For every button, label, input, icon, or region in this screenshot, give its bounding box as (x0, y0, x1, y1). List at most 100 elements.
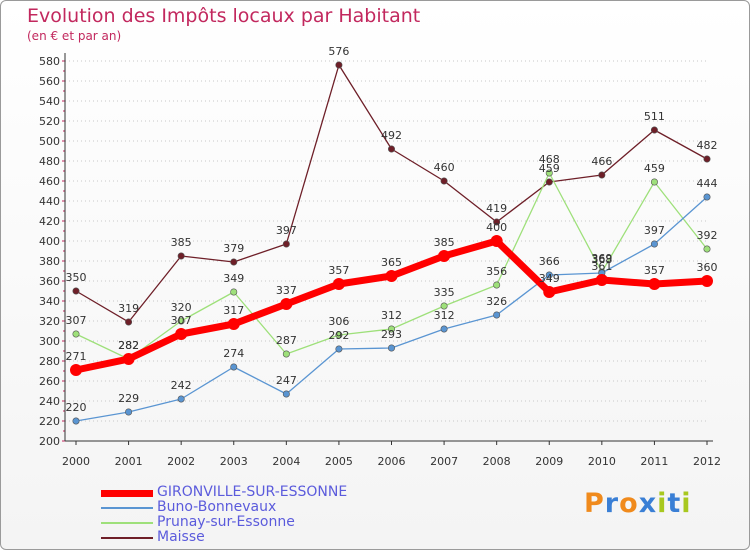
data-point (230, 258, 238, 266)
data-label: 282 (118, 339, 139, 352)
legend-label: Prunay-sur-Essonne (157, 514, 295, 530)
x-tick-label: 2001 (115, 455, 143, 468)
legend-label: Maisse (157, 529, 205, 545)
data-label: 282 (118, 339, 139, 352)
data-point (230, 288, 238, 296)
data-label: 312 (381, 309, 402, 322)
y-tick-label: 580 (39, 55, 60, 68)
data-label: 397 (644, 224, 665, 237)
y-tick-label: 340 (39, 295, 60, 308)
data-label: 242 (171, 379, 192, 392)
data-point (703, 155, 711, 163)
y-tick-label: 440 (39, 195, 60, 208)
y-tick-label: 360 (39, 275, 60, 288)
data-point (125, 408, 133, 416)
logo-letter: t (667, 488, 682, 519)
data-point (703, 193, 711, 201)
logo-letter: r (604, 488, 620, 519)
legend-swatch (101, 489, 153, 497)
data-point (650, 240, 658, 248)
data-point (438, 250, 451, 262)
grid (65, 60, 707, 422)
data-label: 361 (591, 260, 612, 273)
data-label: 357 (328, 264, 349, 277)
data-label: 360 (697, 261, 718, 274)
data-label: 444 (697, 177, 718, 190)
data-label: 392 (697, 229, 718, 242)
proxiti-logo: Proxiti (584, 488, 692, 519)
y-tick-label: 380 (39, 255, 60, 268)
y-tick-label: 300 (39, 335, 60, 348)
data-point (282, 240, 290, 248)
y-tick-label: 520 (39, 115, 60, 128)
x-tick-label: 2011 (640, 455, 668, 468)
data-label: 307 (66, 314, 87, 327)
data-label: 482 (697, 139, 718, 152)
data-label: 400 (486, 221, 507, 234)
legend-swatch (101, 522, 153, 524)
data-point (598, 171, 606, 179)
data-point (125, 318, 133, 326)
data-point (440, 177, 448, 185)
x-tick-label: 2009 (535, 455, 563, 468)
data-point (493, 281, 501, 289)
data-point (490, 235, 503, 247)
data-point (122, 353, 135, 365)
legend-swatch (101, 507, 153, 509)
legend-label: Buno-Bonnevaux (157, 499, 277, 515)
data-point (72, 417, 80, 425)
y-tick-label: 560 (39, 75, 60, 88)
data-label: 368 (591, 253, 612, 266)
data-point (280, 298, 293, 310)
data-label: 326 (486, 295, 507, 308)
data-point (493, 311, 501, 319)
data-point (650, 126, 658, 134)
data-point (282, 390, 290, 398)
data-point (335, 61, 343, 69)
data-point (335, 331, 343, 339)
data-label: 229 (118, 392, 139, 405)
data-point (230, 363, 238, 371)
series-layer (70, 61, 713, 425)
data-label: 293 (381, 328, 402, 341)
data-point (703, 245, 711, 253)
logo-letter: P (584, 488, 605, 519)
data-point (440, 325, 448, 333)
y-tick-label: 460 (39, 175, 60, 188)
data-label: 397 (276, 224, 297, 237)
data-label: 385 (434, 236, 455, 249)
data-point (177, 252, 185, 260)
y-tick-label: 280 (39, 355, 60, 368)
chart-title: Evolution des Impôts locaux par Habitant (27, 5, 421, 27)
logo-letter: i (657, 488, 668, 519)
data-labels: 350 319 385 379 397 576 492 460 419 459 466 511 482 3… (66, 45, 718, 414)
data-point (648, 278, 661, 290)
data-point (177, 395, 185, 403)
data-point (72, 287, 80, 295)
data-label: 459 (539, 162, 560, 175)
y-tick-label: 320 (39, 315, 60, 328)
data-label: 319 (118, 302, 139, 315)
data-point (70, 364, 82, 376)
data-label: 247 (276, 374, 297, 387)
data-label: 369 (591, 252, 612, 265)
data-label: 492 (381, 129, 402, 142)
data-label: 576 (328, 45, 349, 58)
x-tick-label: 2008 (483, 455, 511, 468)
data-label: 271 (66, 350, 87, 363)
x-tick-label: 2010 (588, 455, 616, 468)
y-tick-label: 500 (39, 135, 60, 148)
data-point (332, 278, 345, 290)
data-point (545, 169, 553, 177)
y-tick-label: 260 (39, 375, 60, 388)
data-label: 379 (223, 242, 244, 255)
data-point (545, 271, 553, 279)
data-label: 307 (171, 314, 192, 327)
data-label: 460 (434, 161, 455, 174)
y-tick-label: 220 (39, 415, 60, 428)
data-point (387, 325, 395, 333)
y-tick-label: 200 (39, 435, 60, 448)
data-label: 317 (223, 304, 244, 317)
data-label: 337 (276, 284, 297, 297)
